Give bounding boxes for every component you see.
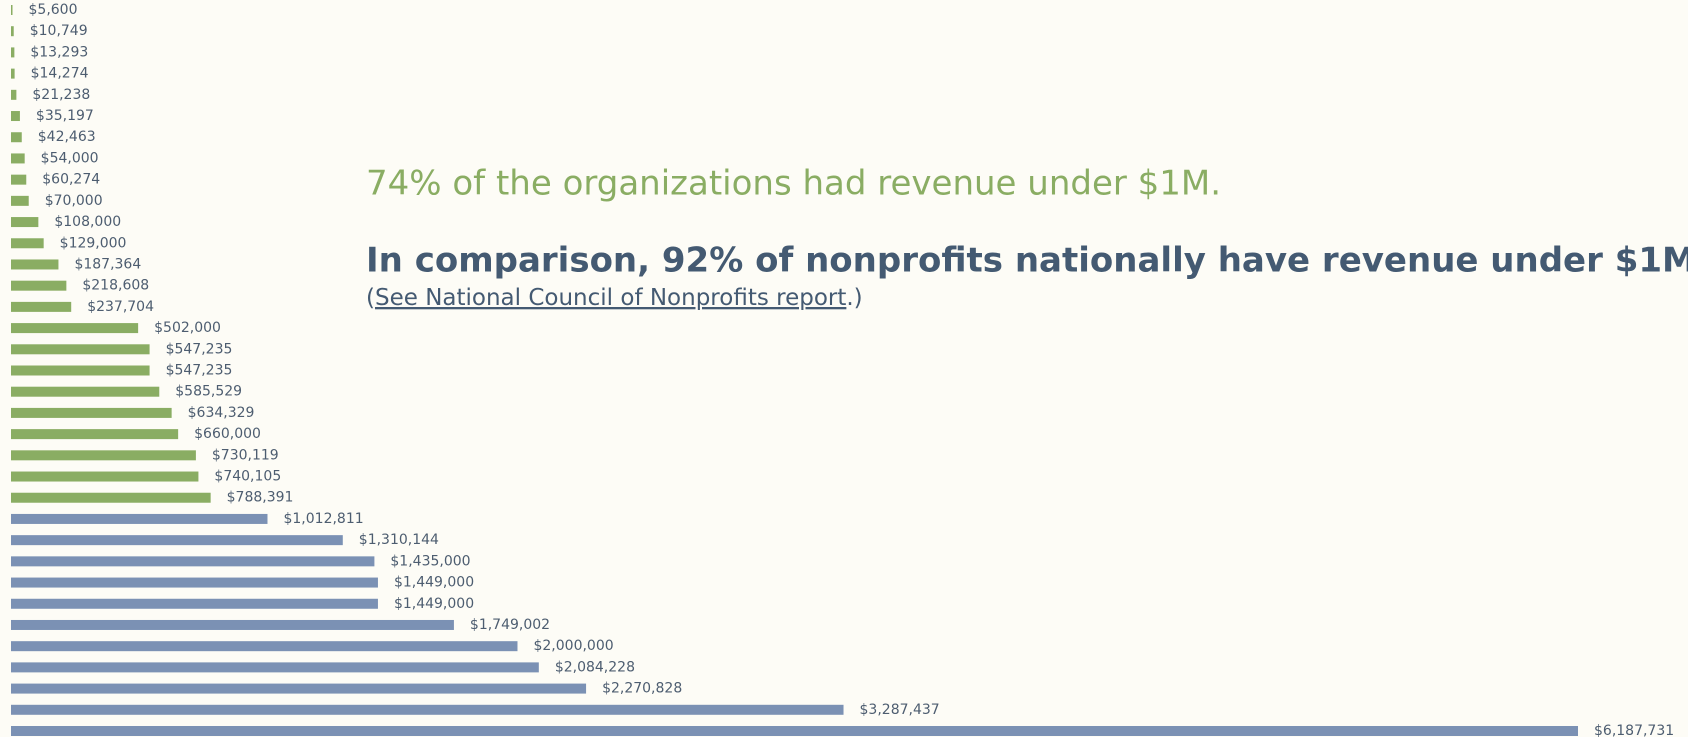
bar xyxy=(11,47,15,58)
bar xyxy=(11,132,22,143)
bar xyxy=(11,174,27,185)
bar xyxy=(11,619,454,630)
value-label: $788,391 xyxy=(227,490,294,506)
bar xyxy=(11,577,378,588)
note: (See National Council of Nonprofits repo… xyxy=(366,285,863,311)
bar xyxy=(11,598,378,609)
bar xyxy=(11,344,150,355)
value-label: $3,287,437 xyxy=(860,702,940,718)
bar xyxy=(11,407,172,418)
value-label: $237,704 xyxy=(87,299,154,315)
value-label: $634,329 xyxy=(188,405,255,421)
bar xyxy=(11,535,343,546)
value-label: $42,463 xyxy=(38,129,96,145)
bar xyxy=(11,301,72,312)
value-label: $5,600 xyxy=(29,2,78,18)
bar xyxy=(11,704,844,715)
bar xyxy=(11,556,375,567)
bar xyxy=(11,111,20,122)
value-label: $660,000 xyxy=(194,426,261,442)
report-link[interactable]: See National Council of Nonprofits repor… xyxy=(375,285,846,311)
bar xyxy=(11,5,13,15)
bar xyxy=(11,153,25,164)
value-label: $730,119 xyxy=(212,447,279,463)
value-label: $1,449,000 xyxy=(394,575,474,591)
bar xyxy=(11,471,199,482)
bar xyxy=(11,450,196,461)
value-label: $14,274 xyxy=(31,66,89,82)
value-label: $1,012,811 xyxy=(283,511,363,527)
value-label: $108,000 xyxy=(54,214,121,230)
value-label: $1,449,000 xyxy=(394,596,474,612)
note-text: .) xyxy=(846,285,862,311)
value-label: $547,235 xyxy=(166,341,233,357)
value-label: $1,749,002 xyxy=(470,617,550,633)
value-label: $2,000,000 xyxy=(533,638,613,654)
bar xyxy=(11,492,211,503)
bar xyxy=(11,662,539,673)
value-label: $1,310,144 xyxy=(359,532,439,548)
annotation: 74% of the organizations had revenue und… xyxy=(366,164,1221,204)
bar xyxy=(11,429,179,440)
bar xyxy=(11,217,39,228)
value-label: $129,000 xyxy=(60,235,127,251)
value-label: $21,238 xyxy=(32,87,90,103)
value-label: $1,435,000 xyxy=(390,553,470,569)
bar xyxy=(11,238,44,249)
bar xyxy=(11,726,1578,736)
value-label: $2,084,228 xyxy=(555,659,635,675)
bar xyxy=(11,259,59,270)
value-label: $10,749 xyxy=(30,23,88,39)
bar xyxy=(11,641,518,652)
value-label: $218,608 xyxy=(82,278,149,294)
value-label: $187,364 xyxy=(74,256,141,272)
bar xyxy=(11,280,67,291)
value-label: $6,187,731 xyxy=(1594,723,1674,737)
bar xyxy=(11,89,17,100)
bar xyxy=(11,68,15,79)
note-text: ( xyxy=(366,285,375,311)
value-label: $585,529 xyxy=(175,384,242,400)
value-label: $502,000 xyxy=(154,320,221,336)
bar xyxy=(11,195,29,206)
value-label: $70,000 xyxy=(45,193,103,209)
bar xyxy=(11,386,160,397)
bar xyxy=(11,26,14,37)
annotation: In comparison, 92% of nonprofits nationa… xyxy=(366,241,1688,281)
value-label: $740,105 xyxy=(214,469,281,485)
value-label: $13,293 xyxy=(30,44,88,60)
value-label: $60,274 xyxy=(42,172,100,188)
value-label: $2,270,828 xyxy=(602,681,682,697)
bar xyxy=(11,365,150,376)
bar xyxy=(11,683,587,694)
value-label: $547,235 xyxy=(166,363,233,379)
value-label: $54,000 xyxy=(41,150,99,166)
bar xyxy=(11,513,268,524)
bar xyxy=(11,323,139,334)
value-label: $35,197 xyxy=(36,108,94,124)
